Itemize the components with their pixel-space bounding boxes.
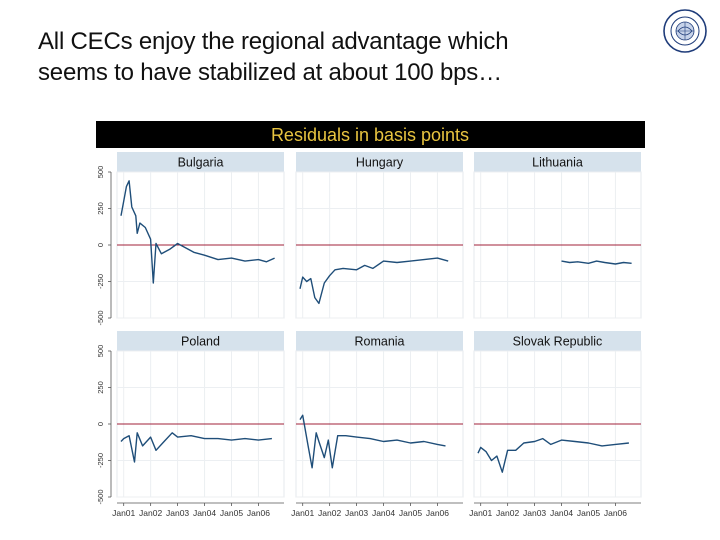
slide-title-line-1: All CECs enjoy the regional advantage wh… [38, 28, 509, 55]
x-tick-label: Jan06 [426, 508, 449, 518]
chart-title-bar [96, 121, 645, 148]
panel-title-bulgaria: Bulgaria [178, 156, 224, 170]
panel-title-poland: Poland [181, 335, 220, 349]
panel-title-romania: Romania [354, 335, 404, 349]
x-tick-label: Jan03 [523, 508, 546, 518]
panel-title-slovak-republic: Slovak Republic [513, 335, 603, 349]
y-tick-label: 500 [96, 345, 105, 358]
panel-header-slovak-republic [474, 331, 641, 351]
series-line-bulgaria [120, 180, 275, 284]
x-tick-label: Jan05 [577, 508, 600, 518]
panel-header-hungary [296, 152, 463, 172]
slide-title-line-2: seems to have stabilized at about 100 bp… [38, 59, 502, 86]
x-tick-label: Jan03 [166, 508, 189, 518]
series-line-hungary [299, 257, 449, 305]
x-tick-label: Jan01 [291, 508, 314, 518]
x-tick-label: Jan04 [193, 508, 216, 518]
series-line-lithuania [561, 260, 632, 265]
slide-title: All CECs enjoy the regional advantage wh… [38, 26, 638, 88]
y-tick-label: -250 [96, 453, 105, 468]
x-tick-label: Jan02 [139, 508, 162, 518]
y-tick-label: -500 [96, 310, 105, 325]
y-tick-label: 500 [96, 166, 105, 179]
series-line-romania [299, 414, 446, 469]
x-tick-label: Jan02 [318, 508, 341, 518]
x-tick-label: Jan03 [345, 508, 368, 518]
panel-title-lithuania: Lithuania [532, 156, 583, 170]
x-tick-label: Jan06 [247, 508, 270, 518]
x-tick-label: Jan05 [220, 508, 243, 518]
panel-header-romania [296, 331, 463, 351]
panel-header-lithuania [474, 152, 641, 172]
chart-title: Residuals in basis points [271, 125, 469, 145]
panel-title-hungary: Hungary [356, 156, 404, 170]
y-tick-label: 250 [96, 381, 105, 394]
panel-header-bulgaria [117, 152, 284, 172]
x-tick-label: Jan04 [550, 508, 573, 518]
y-tick-label: -500 [96, 489, 105, 504]
y-tick-label: -250 [96, 274, 105, 289]
x-tick-label: Jan05 [399, 508, 422, 518]
x-tick-label: Jan01 [112, 508, 135, 518]
x-tick-label: Jan01 [469, 508, 492, 518]
panel-header-poland [117, 331, 284, 351]
x-tick-label: Jan06 [604, 508, 627, 518]
x-tick-label: Jan04 [372, 508, 395, 518]
series-line-slovak-republic [477, 437, 629, 473]
imf-seal-logo [663, 9, 707, 53]
series-line-poland [120, 432, 272, 463]
y-tick-label: 0 [96, 243, 105, 247]
x-tick-label: Jan02 [496, 508, 519, 518]
y-tick-label: 0 [96, 422, 105, 426]
y-tick-label: 250 [96, 202, 105, 215]
